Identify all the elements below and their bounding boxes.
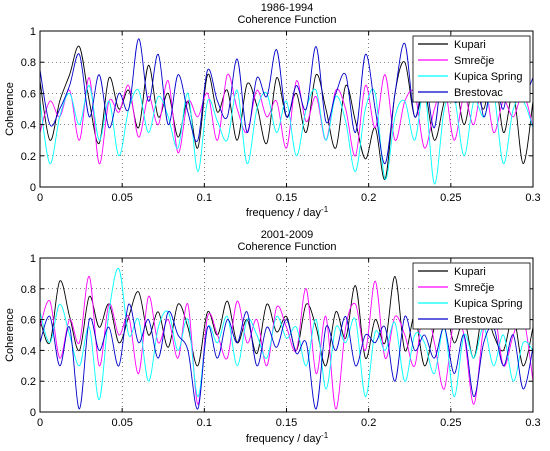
y-tick-label: 0 <box>30 407 36 419</box>
series-line-kupica-spring <box>39 268 534 401</box>
y-tick-label: 0 <box>30 182 36 194</box>
y-tick-label: 1 <box>30 253 36 265</box>
legend-label-kupari: Kupari <box>454 266 486 278</box>
chart-subtitle: Coherence Function <box>237 241 336 253</box>
legend-label-kupica-spring: Kupica Spring <box>454 298 523 310</box>
chart-subtitle: Coherence Function <box>237 14 336 26</box>
x-tick-label: 0.2 <box>361 192 376 204</box>
x-tick-label: 0.15 <box>276 192 297 204</box>
legend-label-brestovac: Brestovac <box>454 87 503 99</box>
y-tick-labels: 0 0.2 0.4 0.6 0.8 1 <box>21 253 36 419</box>
x-tick-label: 0.05 <box>111 417 132 429</box>
x-tick-labels: 0 0.05 0.1 0.15 0.2 0.25 0.3 <box>37 417 541 429</box>
x-tick-label: 0.3 <box>525 417 540 429</box>
x-tick-label: 0.25 <box>440 417 461 429</box>
x-tick-label: 0 <box>37 192 43 204</box>
x-tick-labels: 0 0.05 0.1 0.15 0.2 0.25 0.3 <box>37 192 541 204</box>
y-axis-label: Coherence <box>4 82 16 136</box>
legend-box <box>412 35 531 103</box>
x-axis-label-text: frequency / day <box>246 207 322 219</box>
x-axis-label-exponent: -1 <box>321 431 329 440</box>
legend-label-kupari: Kupari <box>454 39 486 51</box>
x-axis-label-text: frequency / day <box>246 433 322 445</box>
y-tick-labels: 0 0.2 0.4 0.6 0.8 1 <box>21 26 36 194</box>
y-tick-label: 0.4 <box>21 345 36 357</box>
x-tick-label: 0 <box>37 417 43 429</box>
series-line-kupari <box>39 276 534 367</box>
x-tick-label: 0.1 <box>197 192 212 204</box>
series-line-brestovac <box>39 303 534 410</box>
y-tick-label: 0.6 <box>21 315 36 327</box>
series-line-smrecje <box>39 276 534 410</box>
legend-box <box>412 262 531 330</box>
x-tick-label: 0.05 <box>111 192 132 204</box>
y-tick-label: 0.6 <box>21 88 36 100</box>
series-lines <box>39 268 534 410</box>
x-axis-label-exponent: -1 <box>321 205 329 214</box>
x-tick-label: 0.2 <box>361 417 376 429</box>
legend-label-smrecje: Smrečje <box>454 282 494 294</box>
ticks <box>39 257 534 413</box>
panel-1986-1994: 1986-1994 Coherence Function 0 0.2 0.4 0… <box>4 2 541 219</box>
y-tick-label: 0.8 <box>21 57 36 69</box>
x-axis-label: frequency / day-1 <box>246 431 329 445</box>
x-tick-label: 0.15 <box>276 417 297 429</box>
ticks <box>39 30 534 188</box>
chart-title: 2001-2009 <box>261 229 314 241</box>
x-tick-label: 0.1 <box>197 417 212 429</box>
x-tick-label: 0.25 <box>440 192 461 204</box>
legend-label-brestovac: Brestovac <box>454 314 503 326</box>
y-tick-label: 0.2 <box>21 376 36 388</box>
x-tick-label: 0.3 <box>525 192 540 204</box>
x-axis-label: frequency / day-1 <box>246 205 329 219</box>
y-tick-label: 1 <box>30 26 36 38</box>
y-tick-label: 0.8 <box>21 284 36 296</box>
legend: Kupari Smrečje Kupica Spring Brestovac <box>412 35 531 103</box>
y-tick-label: 0.4 <box>21 120 36 132</box>
series-line-smrecje <box>39 73 534 165</box>
legend: Kupari Smrečje Kupica Spring Brestovac <box>412 262 531 330</box>
y-axis-label: Coherence <box>4 308 16 362</box>
chart-title: 1986-1994 <box>261 2 314 14</box>
panel-2001-2009: 2001-2009 Coherence Function 0 0.2 0.4 0… <box>4 229 541 445</box>
legend-label-kupica-spring: Kupica Spring <box>454 71 523 83</box>
y-tick-label: 0.2 <box>21 151 36 163</box>
legend-label-smrecje: Smrečje <box>454 55 494 67</box>
